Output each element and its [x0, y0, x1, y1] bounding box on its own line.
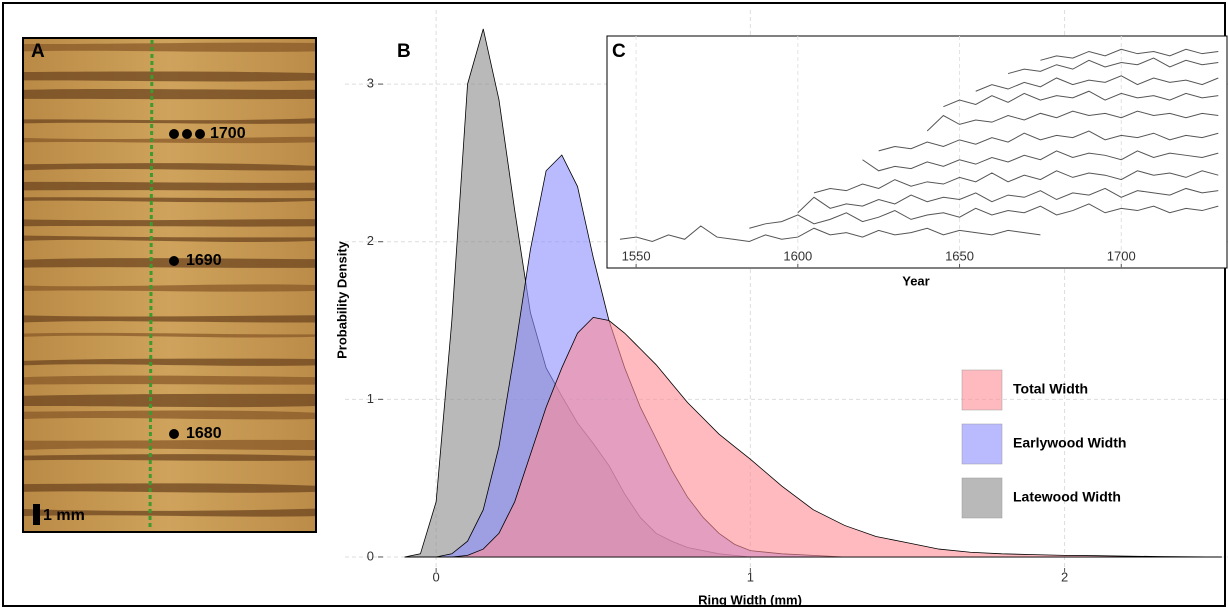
x-tick-label: 1650 [945, 248, 974, 263]
x-tick-label: 1 [747, 569, 754, 584]
y-tick-label: 3 [367, 76, 374, 91]
wood-stripe [23, 332, 316, 338]
x-tick-label: 1550 [622, 248, 651, 263]
y-tick-label: 2 [367, 233, 374, 248]
x-tick-label: 2 [1061, 569, 1068, 584]
year-dot [169, 129, 179, 139]
year-dot [169, 429, 179, 439]
wood-stripe [23, 284, 316, 292]
ring-series [797, 187, 1219, 214]
wood-stripe [23, 71, 316, 82]
panel-a: A 1700 1690 1680 1 mm [22, 37, 317, 533]
x-tick-label: 1700 [1107, 248, 1136, 263]
x-tick-label: 0 [433, 569, 440, 584]
y-tick-label: 0 [367, 548, 374, 563]
legend-swatch [961, 369, 1003, 411]
panel-b: 0 1 2 0 1 2 3 B Ring Width (mm) Probability Densi… [334, 10, 1228, 607]
ring-series [926, 110, 1219, 132]
year-annotation: 1700 [210, 125, 246, 142]
panel-label: C [612, 41, 626, 62]
year-dot [182, 129, 192, 139]
legend-label: Earlywood Width [1013, 435, 1126, 451]
legend-label: Latewood Width [1013, 489, 1121, 505]
ring-series [943, 90, 1219, 108]
wood-stripe [23, 483, 316, 493]
wood-stripe [23, 375, 316, 385]
ring-series [749, 203, 1219, 229]
wood-stripe [23, 358, 316, 366]
wood-stripe [23, 235, 316, 242]
wood-stripe [23, 136, 316, 144]
x-axis-label: Ring Width (mm) [698, 592, 802, 607]
ring-series [878, 130, 1219, 152]
wood-stripe [23, 88, 316, 100]
panel-label: B [397, 41, 411, 62]
legend-label: Total Width [1013, 381, 1088, 397]
ring-series [1040, 48, 1219, 61]
ring-series [1007, 57, 1219, 75]
year-dot [169, 256, 179, 266]
wood-stripes [23, 42, 316, 517]
wood-stripe [23, 454, 316, 461]
panel-c: 1550 1600 1650 1700 C Year [606, 35, 1228, 288]
legend-swatch [961, 477, 1003, 519]
x-axis-label: Year [902, 273, 929, 288]
wood-stripe [23, 197, 316, 203]
wood-stripe [23, 439, 316, 451]
wood-stripe [23, 508, 316, 517]
wood-stripe [23, 181, 316, 191]
scale-bar-label: 1 mm [43, 507, 85, 524]
measure-path [148, 39, 154, 531]
density-area [404, 316, 1222, 558]
legend-swatch [961, 423, 1003, 465]
wood-stripe [23, 219, 316, 227]
y-tick-label: 1 [367, 391, 374, 406]
wood-stripe [23, 118, 316, 124]
ring-series [813, 170, 1219, 194]
panel-label: A [31, 41, 45, 62]
wood-stripe [23, 410, 316, 420]
y-axis-label: Probability Density [334, 240, 349, 359]
inset-frame [606, 35, 1228, 269]
scale-bar [33, 504, 40, 525]
year-annotation: 1690 [186, 252, 222, 269]
x-tick-label: 1600 [783, 248, 812, 263]
year-annotation: 1680 [186, 425, 222, 442]
wood-stripe [23, 315, 316, 323]
year-dot [195, 129, 205, 139]
ring-series [975, 75, 1219, 92]
wood-stripe [23, 163, 316, 171]
ring-series [862, 150, 1219, 172]
ring-series [619, 225, 1041, 243]
wood-stripe [23, 393, 316, 408]
image-border [22, 37, 317, 533]
wood-stripe [23, 42, 316, 52]
